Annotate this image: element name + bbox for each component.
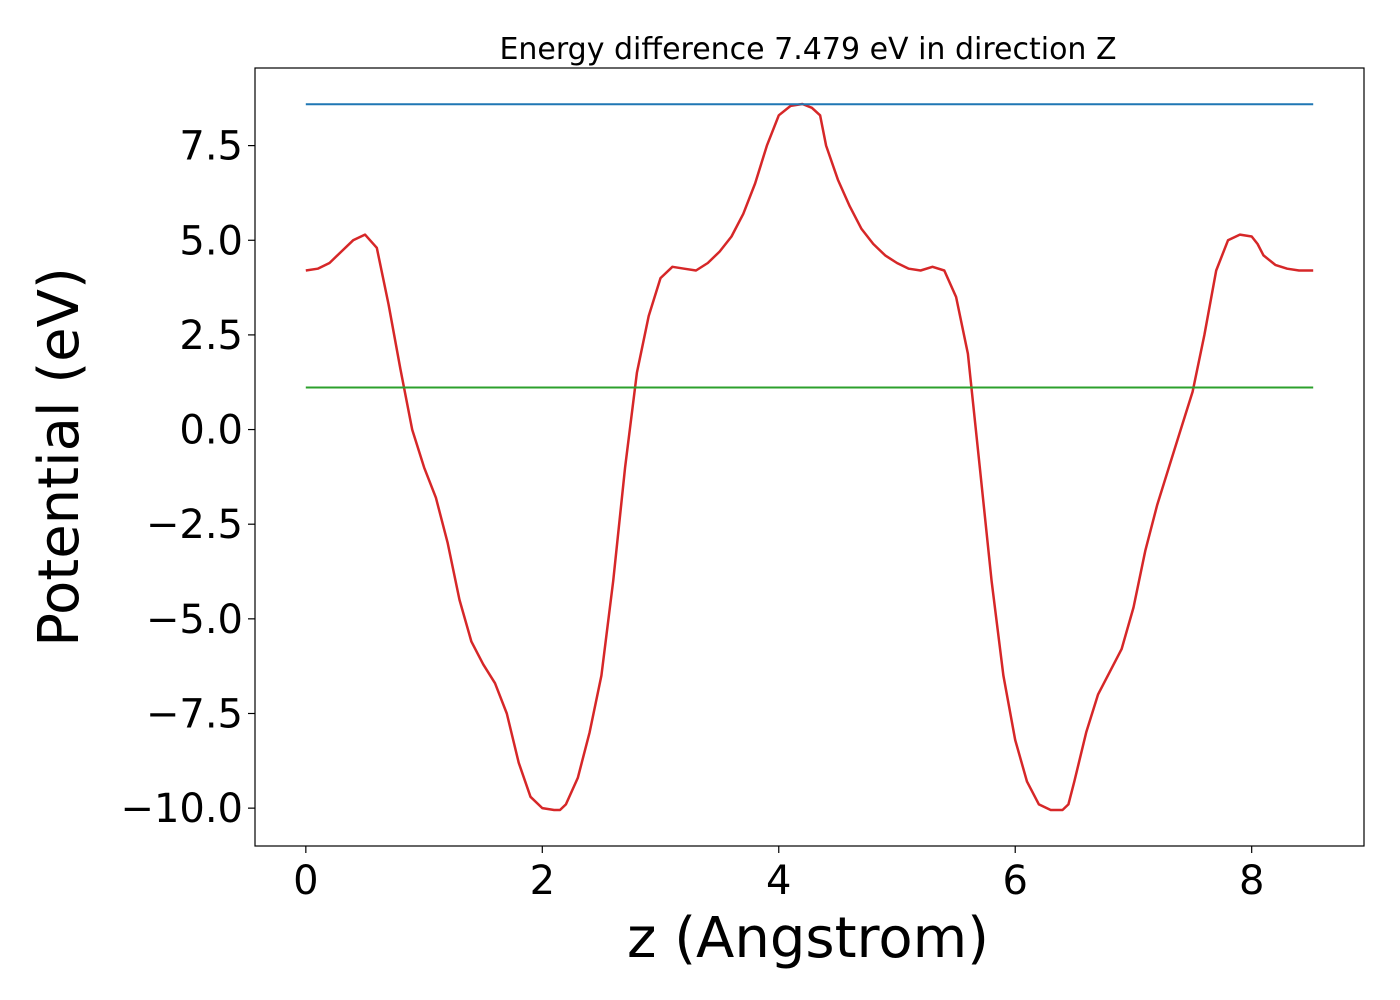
y-tick-label: 0.0 [179,408,243,454]
y-tick-label: −10.0 [120,786,243,832]
y-tick-label: 5.0 [179,218,243,264]
series-layer [305,102,1314,812]
x-tick-label: 6 [1002,858,1027,904]
series-line-0 [305,102,1314,812]
x-tick-label: 0 [293,858,318,904]
y-tick-label: 7.5 [179,124,243,170]
y-axis: −10.0 −7.5 −5.0 −2.5 0.0 2.5 5.0 7.5 [120,124,255,832]
plot-area [254,67,1365,847]
y-axis-label: Potential (eV) [27,267,92,647]
x-tick-label: 8 [1239,858,1264,904]
x-axis-label: z (Angstrom) [627,906,989,971]
x-tick-label: 2 [530,858,555,904]
y-tick-label: −5.0 [146,597,243,643]
chart-title: Energy difference 7.479 eV in direction … [499,32,1116,67]
x-tick-label: 4 [766,858,791,904]
x-axis: 0 2 4 6 8 [293,846,1264,904]
y-tick-label: 2.5 [179,313,243,359]
y-tick-label: −2.5 [146,502,243,548]
y-tick-label: −7.5 [146,691,243,737]
